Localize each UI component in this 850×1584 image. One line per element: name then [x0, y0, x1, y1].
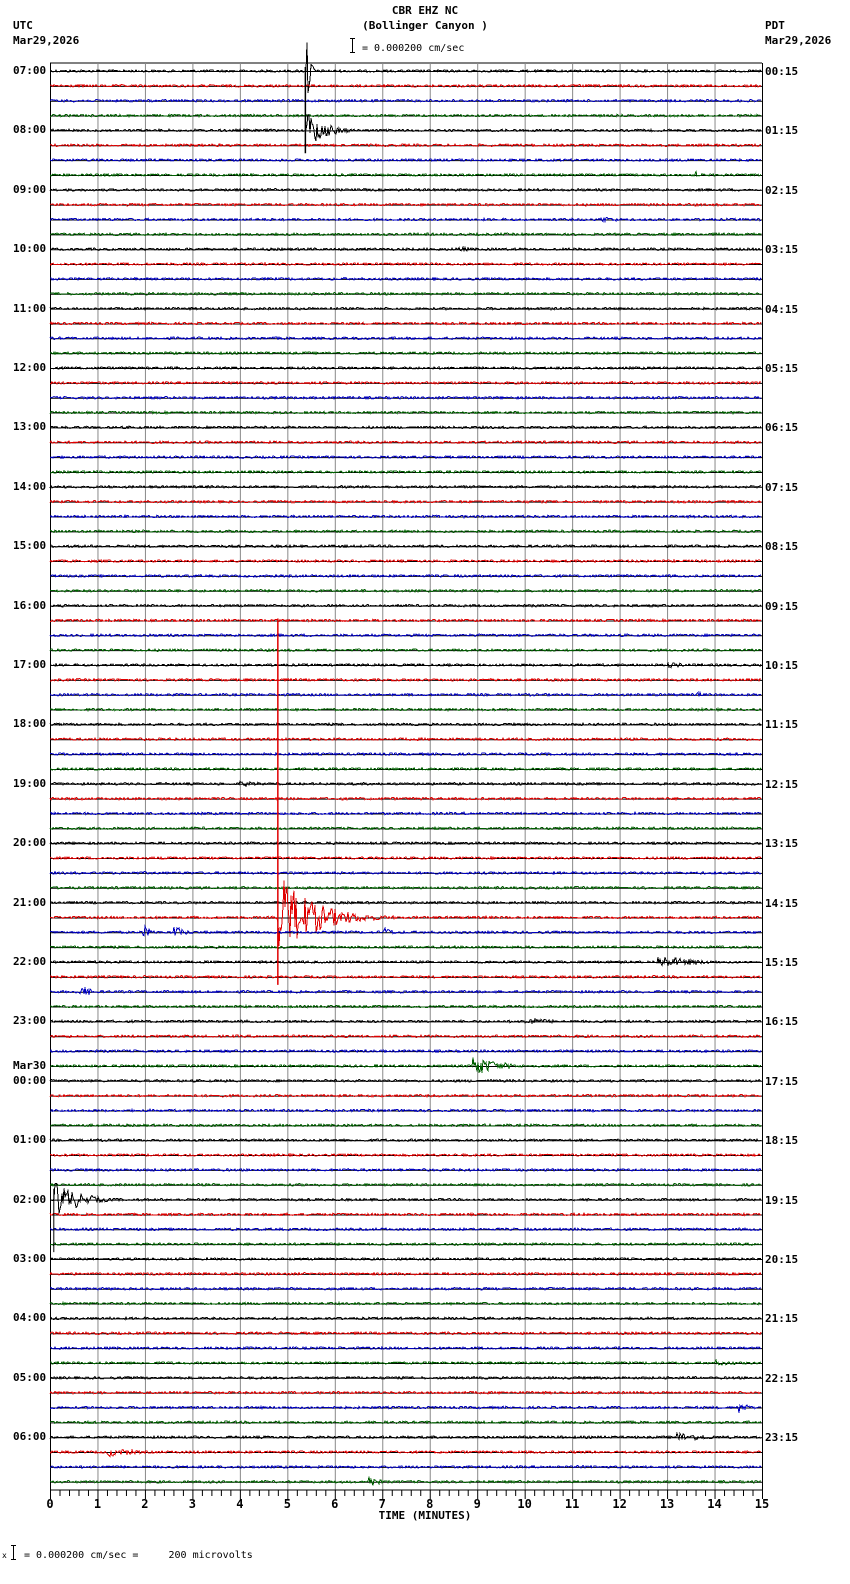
x-tick-label: 12 [612, 1497, 627, 1511]
pdt-hour-label: 10:15 [765, 659, 799, 672]
pdt-hour-label: 08:15 [765, 540, 799, 554]
x-tick-label: 13 [659, 1497, 675, 1511]
pdt-hour-label: 02:15 [765, 183, 799, 197]
left-timezone: UTC [13, 19, 33, 32]
utc-hour-label: 18:00 [13, 717, 47, 731]
x-tick-label: 6 [331, 1497, 339, 1511]
x-tick-label: 15 [754, 1497, 770, 1511]
x-tick-label: 7 [378, 1497, 386, 1511]
x-tick-label: 0 [46, 1497, 54, 1511]
utc-hour-label: Mar30 [13, 1058, 47, 1072]
utc-hour-label: 23:00 [13, 1014, 47, 1028]
utc-hour-label: 15:00 [13, 539, 47, 553]
pdt-hour-label: 18:15 [765, 1134, 799, 1148]
x-tick-label: 2 [141, 1497, 149, 1511]
pdt-hour-label: 20:15 [765, 1253, 799, 1266]
pdt-hour-label: 22:15 [765, 1371, 799, 1385]
utc-hour-label: 10:00 [13, 242, 47, 256]
left-date: Mar29,2026 [13, 34, 80, 47]
pdt-hour-label: 17:15 [765, 1074, 799, 1088]
utc-hour-label: 05:00 [13, 1370, 47, 1384]
utc-hour-label: 06:00 [13, 1430, 47, 1444]
pdt-hour-label: 07:15 [765, 480, 799, 494]
utc-hour-label: 20:00 [13, 836, 47, 850]
x-tick-label: 10 [517, 1497, 532, 1511]
pdt-hour-label: 19:15 [765, 1193, 799, 1207]
pdt-hour-label: 05:15 [765, 362, 799, 375]
utc-hour-label: 09:00 [13, 182, 47, 196]
x-axis-label: TIME (MINUTES) [378, 1509, 472, 1522]
utc-hour-label: 04:00 [13, 1311, 47, 1325]
pdt-hour-label: 14:15 [765, 896, 799, 910]
pdt-hour-label: 03:15 [765, 243, 799, 257]
utc-hour-label: 16:00 [13, 598, 47, 612]
station-title: CBR EHZ NC [391, 4, 459, 17]
utc-hour-label: 19:00 [13, 776, 47, 790]
x-tick-label: 11 [564, 1497, 580, 1511]
pdt-hour-label: 15:15 [765, 956, 799, 969]
utc-hour-label: 17:00 [13, 658, 47, 671]
scale-text: = 0.000200 cm/sec [362, 43, 465, 54]
footer-scale-text: = 0.000200 cm/sec = 200 microvolts [24, 1550, 253, 1561]
pdt-hour-label: 21:15 [765, 1312, 799, 1326]
pdt-hour-label: 23:15 [765, 1431, 799, 1445]
utc-hour-label: 21:00 [13, 895, 47, 909]
utc-hour-label: 22:00 [13, 955, 47, 968]
pdt-hour-label: 11:15 [765, 718, 799, 732]
x-tick-label: 1 [93, 1497, 102, 1511]
pdt-hour-label: 12:15 [765, 777, 799, 791]
pdt-hour-label: 01:15 [765, 124, 799, 138]
utc-hour-label: 14:00 [13, 479, 47, 493]
utc-hour-label: 08:00 [13, 123, 47, 137]
scale-bar-icon [350, 38, 355, 53]
right-date: Mar29,2026 [765, 34, 832, 47]
x-tick-label: 8 [426, 1497, 434, 1511]
pdt-hour-label: 16:15 [765, 1015, 799, 1029]
x-tick-label: 9 [473, 1497, 481, 1511]
utc-hour-label: 00:00 [13, 1073, 47, 1087]
x-tick-label: 3 [188, 1497, 197, 1511]
utc-hour-label: 02:00 [13, 1192, 47, 1206]
utc-hour-label: 11:00 [13, 301, 47, 315]
site-name: (Bollinger Canyon ) [362, 19, 488, 32]
x-tick-label: 14 [707, 1497, 722, 1511]
pdt-hour-label: 13:15 [765, 837, 799, 851]
pdt-hour-label: 06:15 [765, 421, 799, 435]
footer-scale-bar-icon [11, 1545, 16, 1560]
pdt-hour-label: 09:15 [765, 599, 799, 613]
pdt-hour-label: 04:15 [765, 302, 799, 316]
x-tick-label: 5 [283, 1497, 291, 1511]
right-timezone: PDT [765, 19, 785, 32]
utc-hour-label: 01:00 [13, 1133, 47, 1147]
pdt-hour-label: 00:15 [765, 65, 799, 78]
footer-scale-prefix: x [2, 1551, 7, 1560]
utc-hour-label: 12:00 [13, 361, 47, 374]
utc-hour-label: 07:00 [13, 64, 47, 77]
utc-hour-label: 03:00 [13, 1252, 47, 1265]
utc-hour-label: 13:00 [13, 420, 47, 434]
x-tick-label: 4 [236, 1497, 244, 1511]
